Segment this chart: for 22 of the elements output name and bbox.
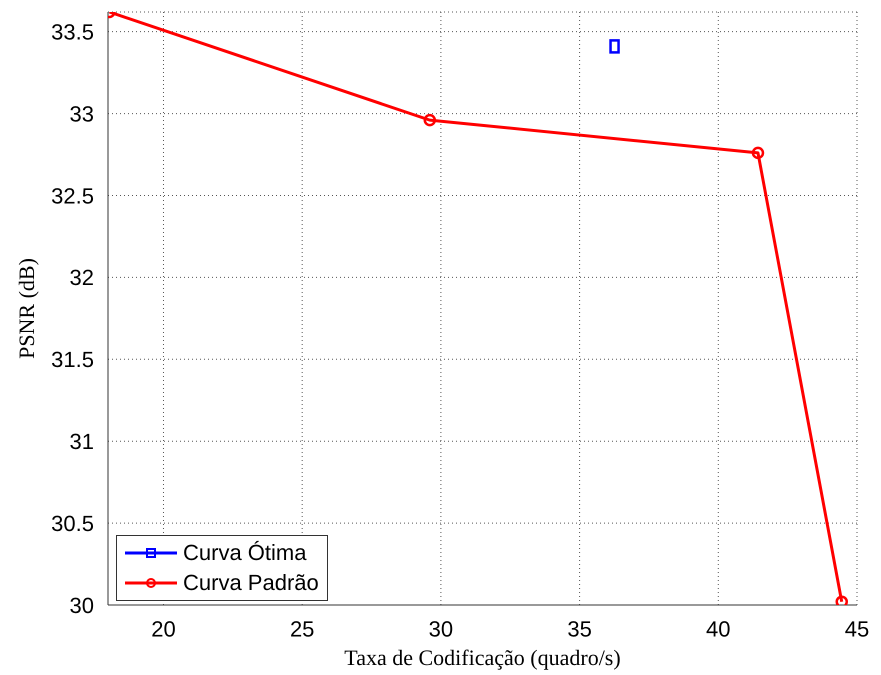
y-tick-label: 32.5 [51, 183, 94, 208]
x-tick-label: 25 [290, 616, 314, 642]
y-tick-label: 32 [70, 265, 94, 290]
legend-label: Curva Ótima [183, 539, 306, 567]
point [835, 595, 848, 605]
point [752, 146, 764, 160]
y-tick-label: 33.5 [51, 19, 94, 44]
x-tick-label: 20 [151, 616, 176, 642]
x-tick-label: 45 [844, 616, 870, 642]
legend-label: Curva Padrão [183, 569, 319, 597]
x-tick-label: 40 [706, 616, 731, 642]
y-tick-label: 33 [70, 101, 94, 126]
x-tick-label: 30 [428, 616, 454, 642]
point [424, 114, 436, 126]
point [609, 39, 620, 54]
y-axis-title: PSNR (dB) [14, 258, 39, 359]
x-tick-label: 35 [567, 616, 592, 642]
x-axis-title: Taxa de Codificação (quadro/s) [344, 645, 621, 670]
y-tick-label: 30 [70, 592, 94, 618]
y-tick-label: 31.5 [51, 347, 94, 372]
y-tick-label: 30.5 [51, 510, 94, 536]
y-tick-label: 31 [70, 429, 94, 454]
